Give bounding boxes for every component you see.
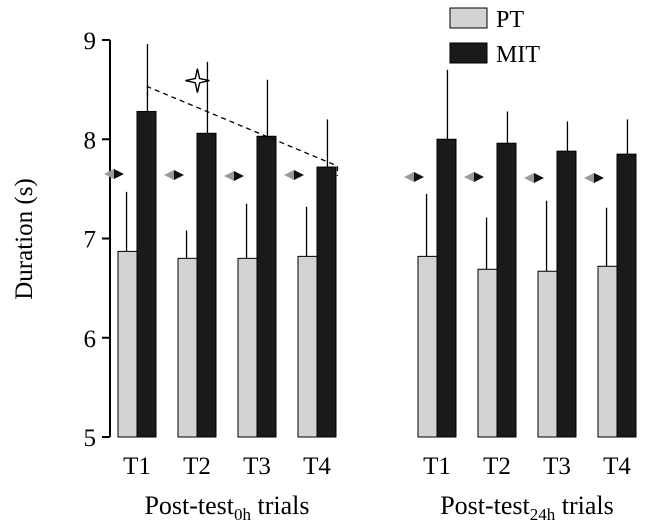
category-label: T2 [483, 453, 511, 480]
legend-label-pt: PT [496, 7, 524, 33]
bar-mit [136, 110, 157, 438]
bar-group-2: T1 T2 T3 T4 Post-test24h trials [404, 69, 637, 524]
category-label: T1 [123, 453, 151, 480]
reference-marker-left [104, 168, 114, 179]
category-label: T4 [303, 453, 331, 480]
group-title: Post-test0h trials [144, 491, 309, 524]
significance-bracket [146, 85, 339, 177]
reference-marker-right [594, 172, 604, 183]
bar-pt [537, 270, 558, 438]
y-axis: 5 6 7 8 9 [84, 28, 111, 452]
group-title: Post-test24h trials [440, 491, 614, 524]
reference-marker-right [294, 169, 304, 180]
legend-label-mit: MIT [496, 42, 540, 68]
bar-mit [196, 132, 217, 438]
reference-marker-right [474, 171, 484, 182]
reference-marker-right [234, 170, 244, 181]
reference-marker-left [164, 169, 174, 180]
reference-marker-left [224, 170, 234, 181]
legend-swatch-pt [449, 7, 488, 29]
bar-mit [436, 138, 457, 438]
bar-mit [616, 153, 637, 438]
y-tick-label: 9 [84, 28, 97, 55]
legend-swatch-mit [449, 42, 488, 64]
bar-group-1: T1 T2 T3 T4 Post-test0h trials [104, 43, 339, 524]
bar-mit [556, 150, 577, 438]
bar-mit [256, 135, 277, 438]
legend: PT MIT [449, 7, 540, 68]
y-tick-label: 7 [84, 227, 97, 254]
reference-marker-left [284, 169, 294, 180]
bar-pt [477, 268, 498, 438]
bar-pt [117, 250, 138, 438]
significance-star-icon [185, 68, 210, 93]
bar-mit [316, 166, 337, 438]
reference-marker-left [464, 171, 474, 182]
category-label: T2 [183, 453, 211, 480]
category-label: T1 [423, 453, 451, 480]
bar-pt [177, 257, 198, 438]
reference-marker-left [404, 171, 414, 182]
reference-marker-right [414, 171, 424, 182]
bar-pt [597, 265, 618, 438]
category-label: T3 [243, 453, 271, 480]
category-label: T4 [603, 453, 631, 480]
bars: T1 T2 T3 T4 Post-test0h trials T1 T2 T3 T4 Post-t… [104, 43, 637, 524]
bar-pt [297, 255, 318, 438]
bar-pt [417, 255, 438, 438]
bar-mit [496, 142, 517, 438]
reference-marker-right [174, 169, 184, 180]
category-label: T3 [543, 453, 571, 480]
reference-marker-right [534, 172, 544, 183]
reference-marker-left [584, 172, 594, 183]
y-tick-label: 8 [84, 127, 97, 154]
reference-marker-right [114, 168, 124, 179]
y-tick-label: 6 [84, 326, 97, 353]
y-axis-title: Duration (s) [11, 178, 38, 300]
reference-marker-left [524, 172, 534, 183]
bar-pt [237, 257, 258, 438]
y-tick-label: 5 [84, 425, 97, 452]
